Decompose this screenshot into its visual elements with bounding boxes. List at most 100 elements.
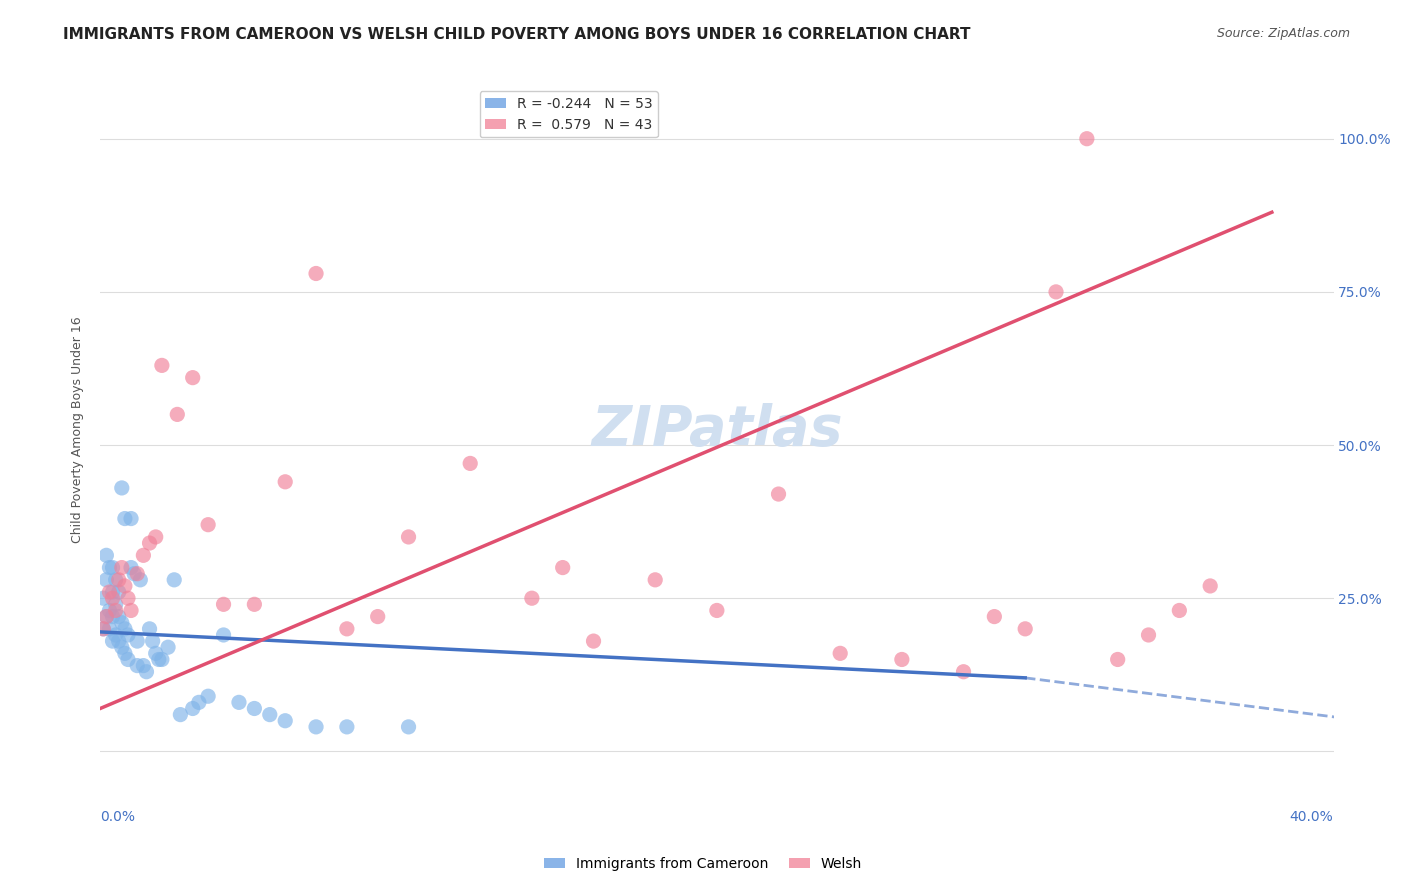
Point	[145, 646, 167, 660]
Point	[166, 408, 188, 422]
Point	[122, 566, 145, 581]
Text: Source: ZipAtlas.com: Source: ZipAtlas.com	[1216, 27, 1350, 40]
Point	[212, 598, 235, 612]
Point	[101, 560, 124, 574]
Point	[1107, 652, 1129, 666]
Point	[274, 475, 297, 489]
Point	[1199, 579, 1222, 593]
Point	[114, 579, 136, 593]
Point	[768, 487, 790, 501]
Point	[101, 591, 124, 606]
Point	[91, 622, 114, 636]
Point	[129, 573, 152, 587]
Point	[582, 634, 605, 648]
Point	[101, 585, 124, 599]
Point	[157, 640, 180, 655]
Point	[120, 603, 142, 617]
Point	[458, 457, 481, 471]
Point	[138, 622, 160, 636]
Point	[104, 573, 127, 587]
Point	[127, 634, 149, 648]
Text: IMMIGRANTS FROM CAMEROON VS WELSH CHILD POVERTY AMONG BOYS UNDER 16 CORRELATION : IMMIGRANTS FROM CAMEROON VS WELSH CHILD …	[63, 27, 970, 42]
Point	[111, 615, 134, 630]
Point	[305, 267, 328, 281]
Point	[551, 560, 574, 574]
Point	[228, 695, 250, 709]
Y-axis label: Child Poverty Among Boys Under 16: Child Poverty Among Boys Under 16	[72, 317, 84, 543]
Point	[114, 622, 136, 636]
Point	[520, 591, 543, 606]
Point	[91, 622, 114, 636]
Point	[111, 481, 134, 495]
Point	[212, 628, 235, 642]
Point	[114, 646, 136, 660]
Point	[120, 511, 142, 525]
Point	[132, 549, 155, 563]
Point	[120, 560, 142, 574]
Point	[644, 573, 666, 587]
Point	[163, 573, 186, 587]
Point	[398, 530, 420, 544]
Point	[98, 585, 121, 599]
Point	[1137, 628, 1160, 642]
Point	[1045, 285, 1067, 299]
Point	[104, 603, 127, 617]
Point	[197, 517, 219, 532]
Point	[274, 714, 297, 728]
Point	[135, 665, 157, 679]
Point	[830, 646, 852, 660]
Point	[148, 652, 170, 666]
Point	[181, 370, 204, 384]
Point	[150, 359, 173, 373]
Point	[305, 720, 328, 734]
Point	[96, 609, 118, 624]
Point	[117, 628, 139, 642]
Point	[111, 640, 134, 655]
Point	[104, 598, 127, 612]
Point	[187, 695, 209, 709]
Point	[336, 622, 359, 636]
Point	[132, 658, 155, 673]
Point	[107, 585, 129, 599]
Point	[127, 658, 149, 673]
Point	[398, 720, 420, 734]
Point	[150, 652, 173, 666]
Point	[98, 560, 121, 574]
Point	[96, 609, 118, 624]
Point	[111, 560, 134, 574]
Point	[706, 603, 728, 617]
Point	[1168, 603, 1191, 617]
Point	[138, 536, 160, 550]
Point	[367, 609, 389, 624]
Point	[101, 609, 124, 624]
Point	[1014, 622, 1036, 636]
Legend: Immigrants from Cameroon, Welsh: Immigrants from Cameroon, Welsh	[538, 851, 868, 876]
Point	[890, 652, 912, 666]
Point	[259, 707, 281, 722]
Point	[243, 701, 266, 715]
Point	[96, 549, 118, 563]
Point	[952, 665, 974, 679]
Point	[117, 652, 139, 666]
Point	[107, 634, 129, 648]
Text: 40.0%: 40.0%	[1289, 810, 1333, 824]
Point	[107, 573, 129, 587]
Point	[169, 707, 191, 722]
Point	[98, 603, 121, 617]
Point	[96, 573, 118, 587]
Point	[117, 591, 139, 606]
Point	[243, 598, 266, 612]
Point	[983, 609, 1005, 624]
Point	[142, 634, 165, 648]
Point	[181, 701, 204, 715]
Point	[98, 622, 121, 636]
Text: ZIPatlas: ZIPatlas	[591, 402, 842, 457]
Point	[104, 628, 127, 642]
Point	[114, 511, 136, 525]
Point	[101, 634, 124, 648]
Point	[145, 530, 167, 544]
Legend: R = -0.244   N = 53, R =  0.579   N = 43: R = -0.244 N = 53, R = 0.579 N = 43	[479, 92, 658, 137]
Point	[91, 591, 114, 606]
Point	[107, 609, 129, 624]
Point	[197, 690, 219, 704]
